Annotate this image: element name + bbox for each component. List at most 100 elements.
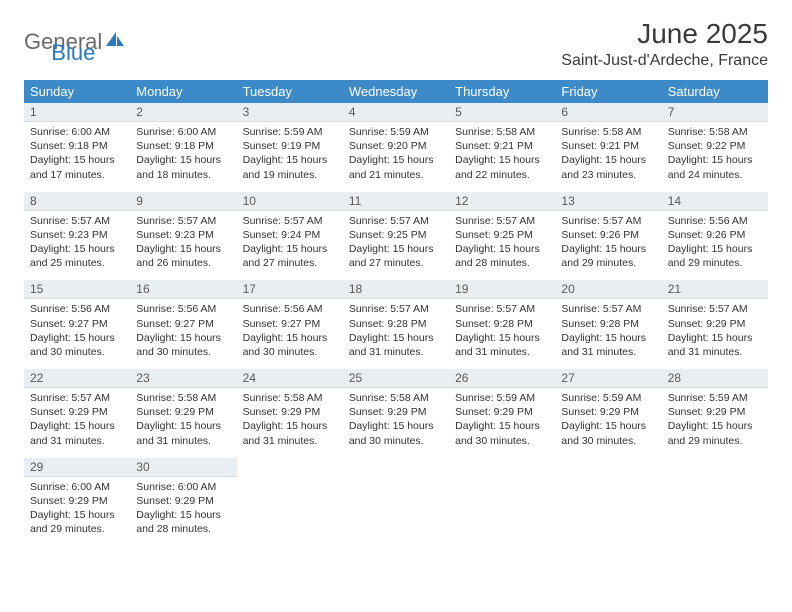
day-number: 29 xyxy=(24,458,130,477)
month-title: June 2025 xyxy=(561,18,768,50)
calendar-day-cell xyxy=(237,458,343,547)
day-number: 11 xyxy=(343,192,449,211)
daylight-line-1: Daylight: 15 hours xyxy=(136,331,230,345)
daylight-line-1: Daylight: 15 hours xyxy=(243,242,337,256)
calendar-week-row: 29Sunrise: 6:00 AMSunset: 9:29 PMDayligh… xyxy=(24,458,768,547)
day-details: Sunrise: 5:59 AMSunset: 9:19 PMDaylight:… xyxy=(237,122,343,192)
sunrise-line: Sunrise: 5:57 AM xyxy=(243,214,337,228)
calendar-day-cell: 21Sunrise: 5:57 AMSunset: 9:29 PMDayligh… xyxy=(662,280,768,369)
day-number: 16 xyxy=(130,280,236,299)
calendar-week-row: 15Sunrise: 5:56 AMSunset: 9:27 PMDayligh… xyxy=(24,280,768,369)
calendar-day-cell: 29Sunrise: 6:00 AMSunset: 9:29 PMDayligh… xyxy=(24,458,130,547)
calendar-day-cell: 23Sunrise: 5:58 AMSunset: 9:29 PMDayligh… xyxy=(130,369,236,458)
sunrise-line: Sunrise: 5:57 AM xyxy=(136,214,230,228)
day-number: 8 xyxy=(24,192,130,211)
daylight-line-1: Daylight: 15 hours xyxy=(243,331,337,345)
sunset-line: Sunset: 9:27 PM xyxy=(136,317,230,331)
calendar-day-cell: 19Sunrise: 5:57 AMSunset: 9:28 PMDayligh… xyxy=(449,280,555,369)
sunrise-line: Sunrise: 5:56 AM xyxy=(243,302,337,316)
sunrise-line: Sunrise: 5:57 AM xyxy=(30,391,124,405)
calendar-day-cell: 28Sunrise: 5:59 AMSunset: 9:29 PMDayligh… xyxy=(662,369,768,458)
daylight-line-1: Daylight: 15 hours xyxy=(455,242,549,256)
calendar-day-cell: 3Sunrise: 5:59 AMSunset: 9:19 PMDaylight… xyxy=(237,103,343,192)
day-number: 27 xyxy=(555,369,661,388)
sunset-line: Sunset: 9:18 PM xyxy=(136,139,230,153)
daylight-line-1: Daylight: 15 hours xyxy=(136,153,230,167)
day-details: Sunrise: 5:57 AMSunset: 9:23 PMDaylight:… xyxy=(130,211,236,281)
calendar-body: 1Sunrise: 6:00 AMSunset: 9:18 PMDaylight… xyxy=(24,103,768,546)
day-number: 2 xyxy=(130,103,236,122)
day-number: 9 xyxy=(130,192,236,211)
sail-icon xyxy=(104,30,126,48)
calendar-day-cell xyxy=(662,458,768,547)
daylight-line-2: and 30 minutes. xyxy=(455,434,549,448)
calendar-day-cell xyxy=(343,458,449,547)
daylight-line-2: and 31 minutes. xyxy=(668,345,762,359)
sunset-line: Sunset: 9:20 PM xyxy=(349,139,443,153)
day-number: 20 xyxy=(555,280,661,299)
day-details: Sunrise: 5:57 AMSunset: 9:25 PMDaylight:… xyxy=(449,211,555,281)
sunset-line: Sunset: 9:29 PM xyxy=(30,494,124,508)
calendar-day-cell: 17Sunrise: 5:56 AMSunset: 9:27 PMDayligh… xyxy=(237,280,343,369)
day-number: 19 xyxy=(449,280,555,299)
brand-logo: General Blue xyxy=(24,18,95,66)
day-details: Sunrise: 6:00 AMSunset: 9:18 PMDaylight:… xyxy=(24,122,130,192)
day-details: Sunrise: 5:58 AMSunset: 9:21 PMDaylight:… xyxy=(449,122,555,192)
daylight-line-2: and 30 minutes. xyxy=(349,434,443,448)
daylight-line-2: and 31 minutes. xyxy=(455,345,549,359)
day-details: Sunrise: 5:57 AMSunset: 9:28 PMDaylight:… xyxy=(343,299,449,369)
day-number: 13 xyxy=(555,192,661,211)
day-details: Sunrise: 6:00 AMSunset: 9:29 PMDaylight:… xyxy=(24,477,130,547)
calendar-day-cell xyxy=(555,458,661,547)
weekday-header: Sunday xyxy=(24,80,130,103)
daylight-line-1: Daylight: 15 hours xyxy=(349,242,443,256)
day-number: 10 xyxy=(237,192,343,211)
calendar-day-cell: 22Sunrise: 5:57 AMSunset: 9:29 PMDayligh… xyxy=(24,369,130,458)
calendar-day-cell: 12Sunrise: 5:57 AMSunset: 9:25 PMDayligh… xyxy=(449,192,555,281)
daylight-line-1: Daylight: 15 hours xyxy=(30,331,124,345)
calendar-week-row: 22Sunrise: 5:57 AMSunset: 9:29 PMDayligh… xyxy=(24,369,768,458)
daylight-line-1: Daylight: 15 hours xyxy=(455,331,549,345)
sunset-line: Sunset: 9:29 PM xyxy=(349,405,443,419)
brand-part2: Blue xyxy=(51,40,95,66)
sunrise-line: Sunrise: 5:56 AM xyxy=(30,302,124,316)
calendar-day-cell: 9Sunrise: 5:57 AMSunset: 9:23 PMDaylight… xyxy=(130,192,236,281)
sunrise-line: Sunrise: 5:57 AM xyxy=(349,214,443,228)
sunrise-line: Sunrise: 6:00 AM xyxy=(30,125,124,139)
daylight-line-1: Daylight: 15 hours xyxy=(243,153,337,167)
daylight-line-1: Daylight: 15 hours xyxy=(30,419,124,433)
sunrise-line: Sunrise: 6:00 AM xyxy=(136,125,230,139)
calendar-day-cell: 1Sunrise: 6:00 AMSunset: 9:18 PMDaylight… xyxy=(24,103,130,192)
daylight-line-1: Daylight: 15 hours xyxy=(668,331,762,345)
calendar-day-cell: 6Sunrise: 5:58 AMSunset: 9:21 PMDaylight… xyxy=(555,103,661,192)
day-details: Sunrise: 5:59 AMSunset: 9:29 PMDaylight:… xyxy=(555,388,661,458)
daylight-line-1: Daylight: 15 hours xyxy=(243,419,337,433)
daylight-line-2: and 28 minutes. xyxy=(455,256,549,270)
weekday-header: Saturday xyxy=(662,80,768,103)
sunset-line: Sunset: 9:29 PM xyxy=(561,405,655,419)
daylight-line-2: and 26 minutes. xyxy=(136,256,230,270)
calendar-day-cell: 26Sunrise: 5:59 AMSunset: 9:29 PMDayligh… xyxy=(449,369,555,458)
calendar-day-cell: 7Sunrise: 5:58 AMSunset: 9:22 PMDaylight… xyxy=(662,103,768,192)
calendar-day-cell: 10Sunrise: 5:57 AMSunset: 9:24 PMDayligh… xyxy=(237,192,343,281)
daylight-line-1: Daylight: 15 hours xyxy=(455,153,549,167)
sunset-line: Sunset: 9:28 PM xyxy=(561,317,655,331)
weekday-header: Friday xyxy=(555,80,661,103)
sunrise-line: Sunrise: 5:57 AM xyxy=(455,214,549,228)
daylight-line-2: and 19 minutes. xyxy=(243,168,337,182)
daylight-line-2: and 30 minutes. xyxy=(243,345,337,359)
daylight-line-2: and 18 minutes. xyxy=(136,168,230,182)
daylight-line-2: and 27 minutes. xyxy=(349,256,443,270)
sunset-line: Sunset: 9:29 PM xyxy=(243,405,337,419)
sunrise-line: Sunrise: 5:56 AM xyxy=(668,214,762,228)
day-details: Sunrise: 5:58 AMSunset: 9:21 PMDaylight:… xyxy=(555,122,661,192)
day-number: 23 xyxy=(130,369,236,388)
sunrise-line: Sunrise: 5:59 AM xyxy=(668,391,762,405)
calendar-week-row: 8Sunrise: 5:57 AMSunset: 9:23 PMDaylight… xyxy=(24,192,768,281)
daylight-line-1: Daylight: 15 hours xyxy=(668,419,762,433)
calendar-day-cell xyxy=(449,458,555,547)
sunset-line: Sunset: 9:29 PM xyxy=(455,405,549,419)
sunrise-line: Sunrise: 5:57 AM xyxy=(561,214,655,228)
weekday-header: Tuesday xyxy=(237,80,343,103)
sunrise-line: Sunrise: 5:57 AM xyxy=(668,302,762,316)
